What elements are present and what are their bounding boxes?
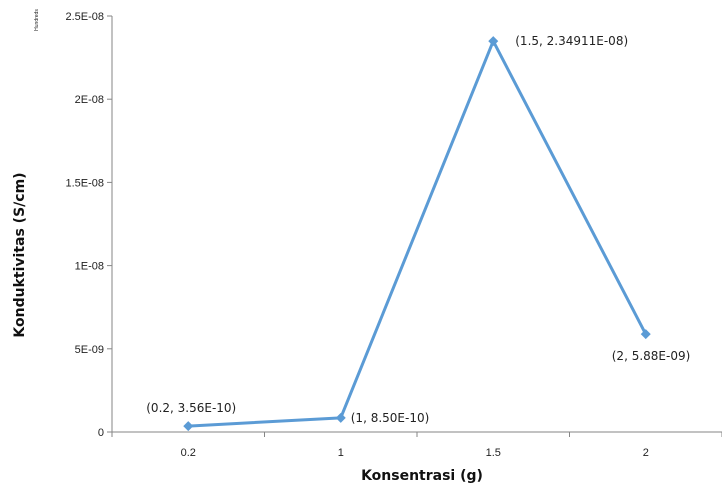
data-point — [183, 421, 194, 432]
x-tick-label: 2 — [643, 447, 649, 459]
x-tick-label: 1.5 — [486, 447, 501, 459]
data-label: (0.2, 3.56E-10) — [146, 401, 236, 415]
data-label: (1, 8.50E-10) — [351, 411, 430, 425]
data-label: (2, 5.88E-09) — [612, 349, 691, 363]
x-tick-label: 0.2 — [181, 447, 196, 459]
data-point — [488, 36, 499, 47]
y-tick-label: 0 — [98, 427, 104, 439]
y-axis-title: Konduktivitas (S/cm) — [12, 172, 28, 337]
y-tick-label: 1.5E-08 — [65, 177, 104, 189]
data-point — [640, 329, 651, 340]
data-label: (1.5, 2.34911E-08) — [515, 34, 628, 48]
x-tick-label: 1 — [338, 447, 344, 459]
series-line — [188, 39, 648, 428]
y-tick-label: 2E-08 — [75, 94, 104, 106]
data-point — [335, 412, 346, 423]
y-tick-label: 2.5E-08 — [65, 11, 104, 23]
y-display-unit: Hundreds — [34, 9, 40, 31]
x-axis-title: Konsentrasi (g) — [361, 468, 483, 483]
y-tick-label: 5E-09 — [75, 344, 104, 356]
y-tick-label: 1E-08 — [75, 261, 104, 273]
